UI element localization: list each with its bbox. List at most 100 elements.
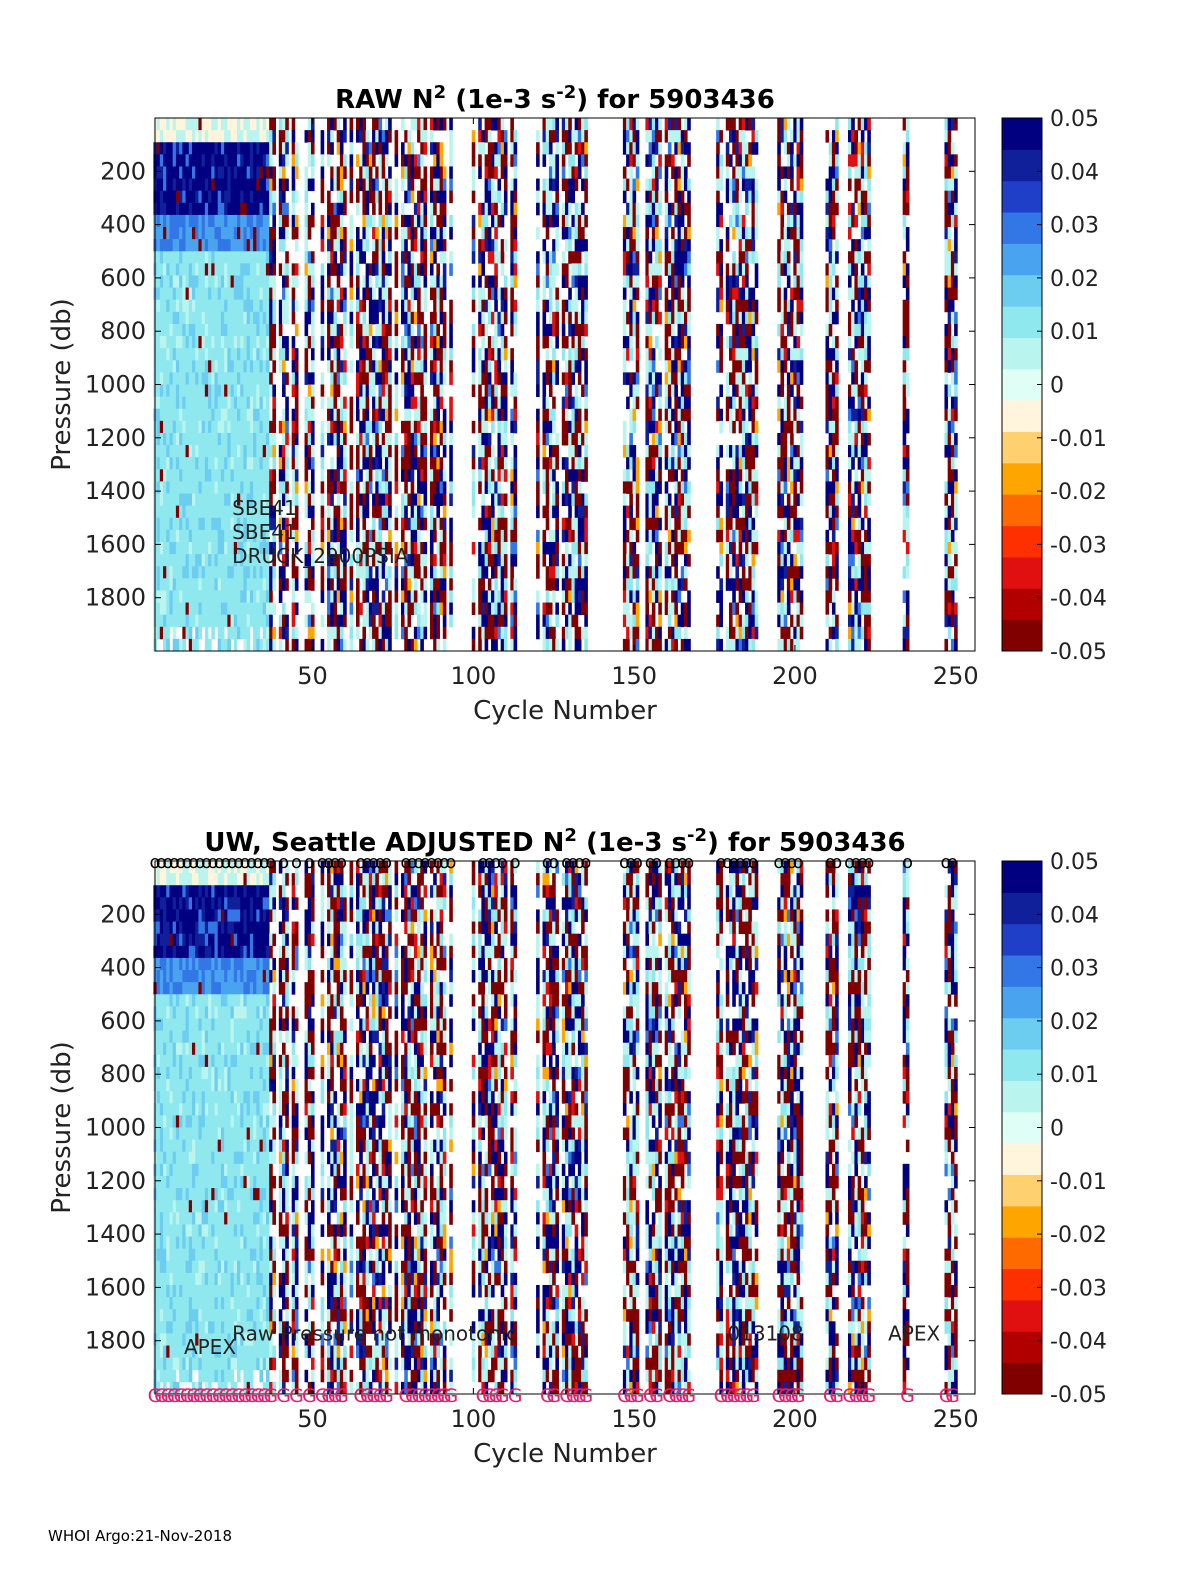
heatmap-cell — [282, 336, 286, 349]
heatmap-cell — [677, 420, 682, 434]
heatmap-cell — [230, 154, 235, 167]
heatmap-cell — [667, 154, 672, 167]
heatmap-cell — [179, 529, 183, 543]
heatmap-cell — [433, 287, 437, 301]
heatmap-cell — [449, 445, 453, 458]
heatmap-cell — [420, 190, 424, 204]
heatmap-cell — [491, 311, 495, 325]
heatmap-cell — [481, 445, 486, 458]
heatmap-cell — [658, 384, 662, 398]
heatmap-cell — [577, 336, 582, 349]
heatmap-cell — [735, 384, 740, 398]
heatmap-cell — [423, 348, 428, 361]
heatmap-cell — [307, 299, 312, 313]
heatmap-cell — [262, 118, 267, 131]
heatmap-cell — [336, 118, 341, 131]
heatmap-cell — [555, 239, 559, 252]
heatmap-cell — [253, 239, 257, 252]
heatmap-cell — [632, 384, 637, 398]
heatmap-cell — [188, 396, 193, 410]
heatmap-cell — [278, 299, 283, 313]
heatmap-cell — [330, 481, 334, 494]
heatmap-cell — [741, 239, 746, 252]
heatmap-cell — [237, 227, 241, 240]
heatmap-cell — [500, 590, 505, 603]
heatmap-cell — [237, 311, 241, 325]
heatmap-cell — [420, 227, 424, 240]
heatmap-cell — [651, 566, 656, 579]
heatmap-cell — [278, 178, 283, 192]
heatmap-cell — [548, 275, 553, 288]
heatmap-cell — [674, 190, 678, 204]
heatmap-cell — [429, 336, 434, 349]
heatmap-cell — [404, 311, 408, 325]
heatmap-cell — [401, 178, 405, 192]
heatmap-cell — [542, 118, 547, 131]
heatmap-cell — [449, 142, 453, 155]
heatmap-cell — [449, 178, 453, 192]
heatmap-cell — [378, 154, 383, 167]
heatmap-cell — [680, 239, 685, 252]
heatmap-cell — [156, 348, 161, 361]
heatmap-cell — [433, 166, 437, 179]
heatmap-cell — [494, 360, 498, 373]
heatmap-cell — [738, 469, 743, 482]
heatmap-cell — [442, 348, 447, 361]
heatmap-cell — [320, 214, 325, 228]
heatmap-cell — [310, 202, 315, 216]
heatmap-cell — [503, 348, 508, 361]
heatmap-cell — [677, 626, 682, 640]
heatmap-cell — [381, 348, 386, 361]
heatmap-cell — [667, 202, 672, 216]
heatmap-cell — [179, 166, 183, 179]
heatmap-cell — [201, 142, 206, 155]
heatmap-cell — [185, 469, 190, 482]
heatmap-cell — [671, 202, 675, 216]
heatmap-cell — [429, 445, 434, 458]
heatmap-cell — [648, 626, 653, 640]
heatmap-cell — [471, 505, 476, 519]
heatmap-cell — [626, 614, 630, 628]
heatmap-cell — [259, 287, 264, 301]
heatmap-cell — [565, 408, 569, 422]
heatmap-cell — [574, 505, 579, 519]
heatmap-cell — [381, 602, 386, 616]
heatmap-cell — [561, 566, 566, 579]
heatmap-cell — [172, 372, 177, 385]
heatmap-cell — [201, 360, 206, 373]
heatmap-cell — [355, 263, 360, 276]
heatmap-cell — [256, 590, 260, 603]
heatmap-cell — [542, 384, 547, 398]
heatmap-cell — [243, 541, 248, 555]
heatmap-cell — [339, 287, 344, 301]
heatmap-cell — [249, 554, 254, 567]
heatmap-cell — [237, 287, 241, 301]
heatmap-cell — [732, 372, 736, 385]
heatmap-cell — [159, 360, 164, 373]
heatmap-cell — [555, 118, 559, 131]
heatmap-cell — [645, 566, 650, 579]
heatmap-cell — [487, 202, 492, 216]
heatmap-cell — [214, 263, 219, 276]
heatmap-cell — [471, 166, 476, 179]
heatmap-cell — [198, 541, 203, 555]
heatmap-cell — [581, 311, 585, 325]
heatmap-cell — [577, 118, 582, 131]
heatmap-cell — [375, 299, 379, 313]
heatmap-cell — [191, 360, 196, 373]
heatmap-cell — [278, 130, 283, 143]
heatmap-cell — [166, 554, 170, 567]
heatmap-cell — [494, 227, 498, 240]
heatmap-cell — [552, 590, 556, 603]
heatmap-cell — [645, 432, 650, 446]
heatmap-cell — [191, 493, 196, 507]
heatmap-cell — [185, 263, 190, 276]
heatmap-cell — [172, 566, 177, 579]
heatmap-cell — [651, 299, 656, 313]
heatmap-cell — [671, 239, 675, 252]
heatmap-cell — [204, 590, 209, 603]
heatmap-cell — [719, 541, 723, 555]
heatmap-cell — [667, 251, 672, 264]
heatmap-cell — [481, 432, 486, 446]
heatmap-cell — [253, 566, 257, 579]
